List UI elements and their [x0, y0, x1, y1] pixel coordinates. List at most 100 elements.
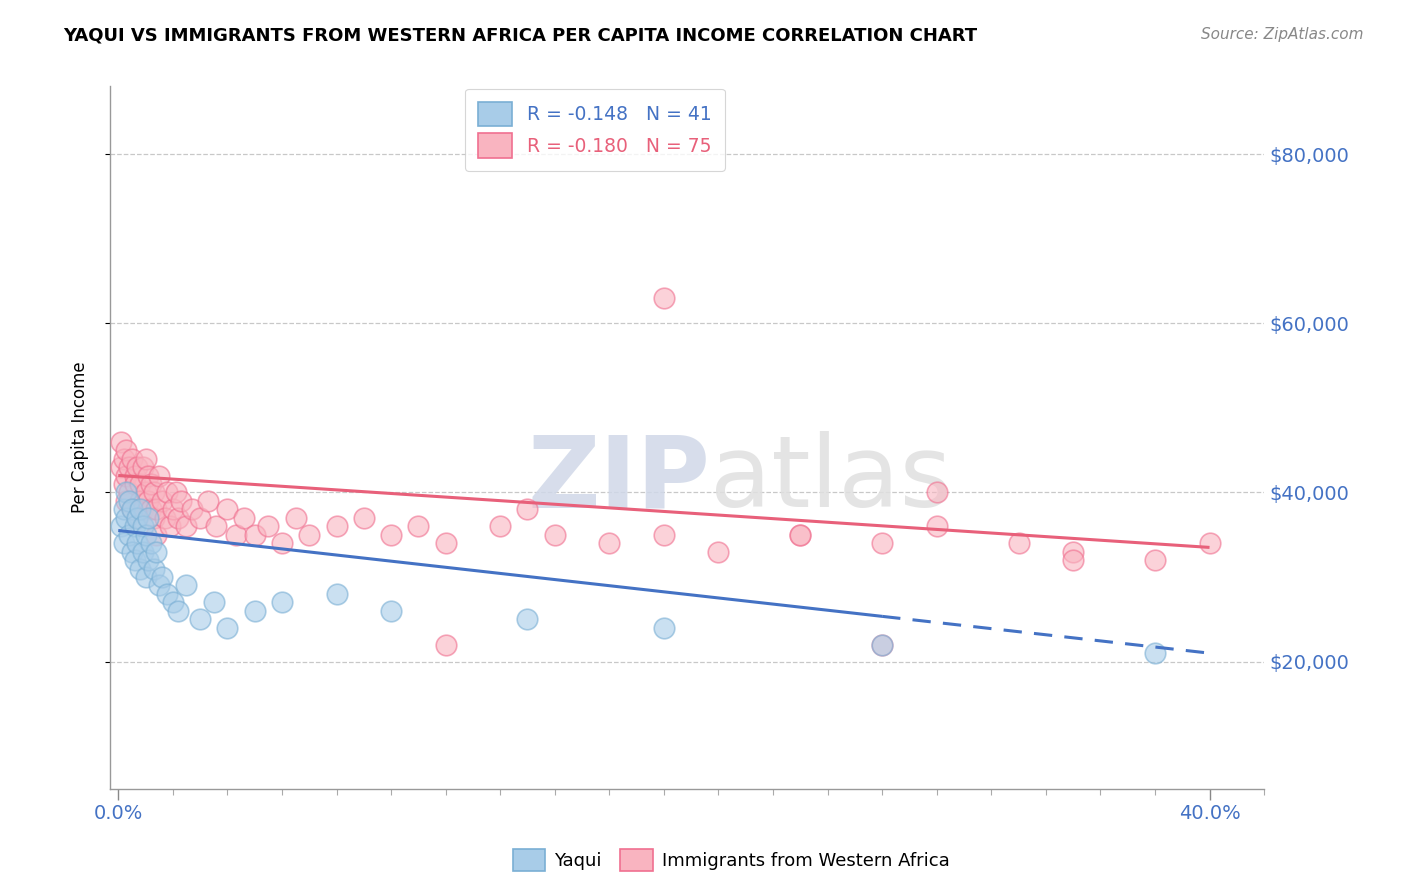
- Yaqui: [121, 502, 143, 516]
- Yaqui: [115, 485, 138, 500]
- Yaqui: [127, 510, 149, 524]
- Yaqui: [516, 612, 538, 626]
- Immigrants from Western Africa: [170, 494, 193, 508]
- Immigrants from Western Africa: [115, 443, 138, 458]
- Yaqui: [132, 544, 155, 558]
- Immigrants from Western Africa: [180, 502, 202, 516]
- Yaqui: [150, 570, 173, 584]
- Immigrants from Western Africa: [127, 460, 149, 475]
- Immigrants from Western Africa: [298, 527, 321, 541]
- Immigrants from Western Africa: [129, 477, 152, 491]
- Immigrants from Western Africa: [135, 485, 157, 500]
- Immigrants from Western Africa: [142, 485, 165, 500]
- Yaqui: [142, 561, 165, 575]
- Yaqui: [156, 587, 179, 601]
- Immigrants from Western Africa: [132, 460, 155, 475]
- Immigrants from Western Africa: [380, 527, 402, 541]
- Immigrants from Western Africa: [132, 502, 155, 516]
- Immigrants from Western Africa: [707, 544, 730, 558]
- Yaqui: [121, 544, 143, 558]
- Yaqui: [124, 519, 146, 533]
- Yaqui: [136, 553, 159, 567]
- Yaqui: [124, 553, 146, 567]
- Legend: Yaqui, Immigrants from Western Africa: Yaqui, Immigrants from Western Africa: [506, 842, 956, 879]
- Yaqui: [870, 638, 893, 652]
- Immigrants from Western Africa: [232, 510, 254, 524]
- Immigrants from Western Africa: [257, 519, 280, 533]
- Immigrants from Western Africa: [925, 519, 948, 533]
- Immigrants from Western Africa: [1198, 536, 1220, 550]
- Immigrants from Western Africa: [325, 519, 347, 533]
- Yaqui: [135, 570, 157, 584]
- Immigrants from Western Africa: [127, 510, 149, 524]
- Yaqui: [148, 578, 170, 592]
- Yaqui: [132, 519, 155, 533]
- Yaqui: [136, 510, 159, 524]
- Immigrants from Western Africa: [243, 527, 266, 541]
- Immigrants from Western Africa: [112, 477, 135, 491]
- Immigrants from Western Africa: [1062, 553, 1084, 567]
- Immigrants from Western Africa: [139, 477, 162, 491]
- Yaqui: [167, 604, 190, 618]
- Immigrants from Western Africa: [145, 502, 167, 516]
- Immigrants from Western Africa: [159, 519, 181, 533]
- Immigrants from Western Africa: [225, 527, 247, 541]
- Immigrants from Western Africa: [139, 502, 162, 516]
- Yaqui: [129, 502, 152, 516]
- Immigrants from Western Africa: [925, 485, 948, 500]
- Text: Source: ZipAtlas.com: Source: ZipAtlas.com: [1201, 27, 1364, 42]
- Immigrants from Western Africa: [217, 502, 239, 516]
- Yaqui: [325, 587, 347, 601]
- Immigrants from Western Africa: [489, 519, 512, 533]
- Immigrants from Western Africa: [284, 510, 307, 524]
- Immigrants from Western Africa: [870, 638, 893, 652]
- Immigrants from Western Africa: [353, 510, 375, 524]
- Immigrants from Western Africa: [148, 468, 170, 483]
- Text: atlas: atlas: [710, 431, 952, 528]
- Immigrants from Western Africa: [145, 527, 167, 541]
- Text: ZIP: ZIP: [527, 431, 710, 528]
- Immigrants from Western Africa: [167, 510, 190, 524]
- Yaqui: [188, 612, 211, 626]
- Immigrants from Western Africa: [544, 527, 567, 541]
- Y-axis label: Per Capita Income: Per Capita Income: [72, 361, 89, 513]
- Immigrants from Western Africa: [205, 519, 228, 533]
- Immigrants from Western Africa: [162, 502, 184, 516]
- Immigrants from Western Africa: [135, 451, 157, 466]
- Immigrants from Western Africa: [115, 494, 138, 508]
- Immigrants from Western Africa: [110, 434, 132, 449]
- Immigrants from Western Africa: [142, 510, 165, 524]
- Immigrants from Western Africa: [516, 502, 538, 516]
- Yaqui: [243, 604, 266, 618]
- Immigrants from Western Africa: [789, 527, 811, 541]
- Immigrants from Western Africa: [156, 485, 179, 500]
- Yaqui: [139, 536, 162, 550]
- Yaqui: [1143, 646, 1166, 660]
- Immigrants from Western Africa: [118, 485, 141, 500]
- Yaqui: [115, 510, 138, 524]
- Immigrants from Western Africa: [598, 536, 620, 550]
- Immigrants from Western Africa: [197, 494, 219, 508]
- Immigrants from Western Africa: [136, 468, 159, 483]
- Immigrants from Western Africa: [136, 494, 159, 508]
- Yaqui: [380, 604, 402, 618]
- Text: YAQUI VS IMMIGRANTS FROM WESTERN AFRICA PER CAPITA INCOME CORRELATION CHART: YAQUI VS IMMIGRANTS FROM WESTERN AFRICA …: [63, 27, 977, 45]
- Immigrants from Western Africa: [118, 460, 141, 475]
- Immigrants from Western Africa: [112, 451, 135, 466]
- Immigrants from Western Africa: [789, 527, 811, 541]
- Yaqui: [112, 536, 135, 550]
- Immigrants from Western Africa: [165, 485, 187, 500]
- Yaqui: [127, 536, 149, 550]
- Yaqui: [217, 621, 239, 635]
- Immigrants from Western Africa: [271, 536, 294, 550]
- Immigrants from Western Africa: [129, 494, 152, 508]
- Immigrants from Western Africa: [150, 494, 173, 508]
- Yaqui: [271, 595, 294, 609]
- Immigrants from Western Africa: [1062, 544, 1084, 558]
- Yaqui: [129, 561, 152, 575]
- Immigrants from Western Africa: [110, 460, 132, 475]
- Immigrants from Western Africa: [1007, 536, 1029, 550]
- Yaqui: [162, 595, 184, 609]
- Yaqui: [202, 595, 225, 609]
- Immigrants from Western Africa: [115, 468, 138, 483]
